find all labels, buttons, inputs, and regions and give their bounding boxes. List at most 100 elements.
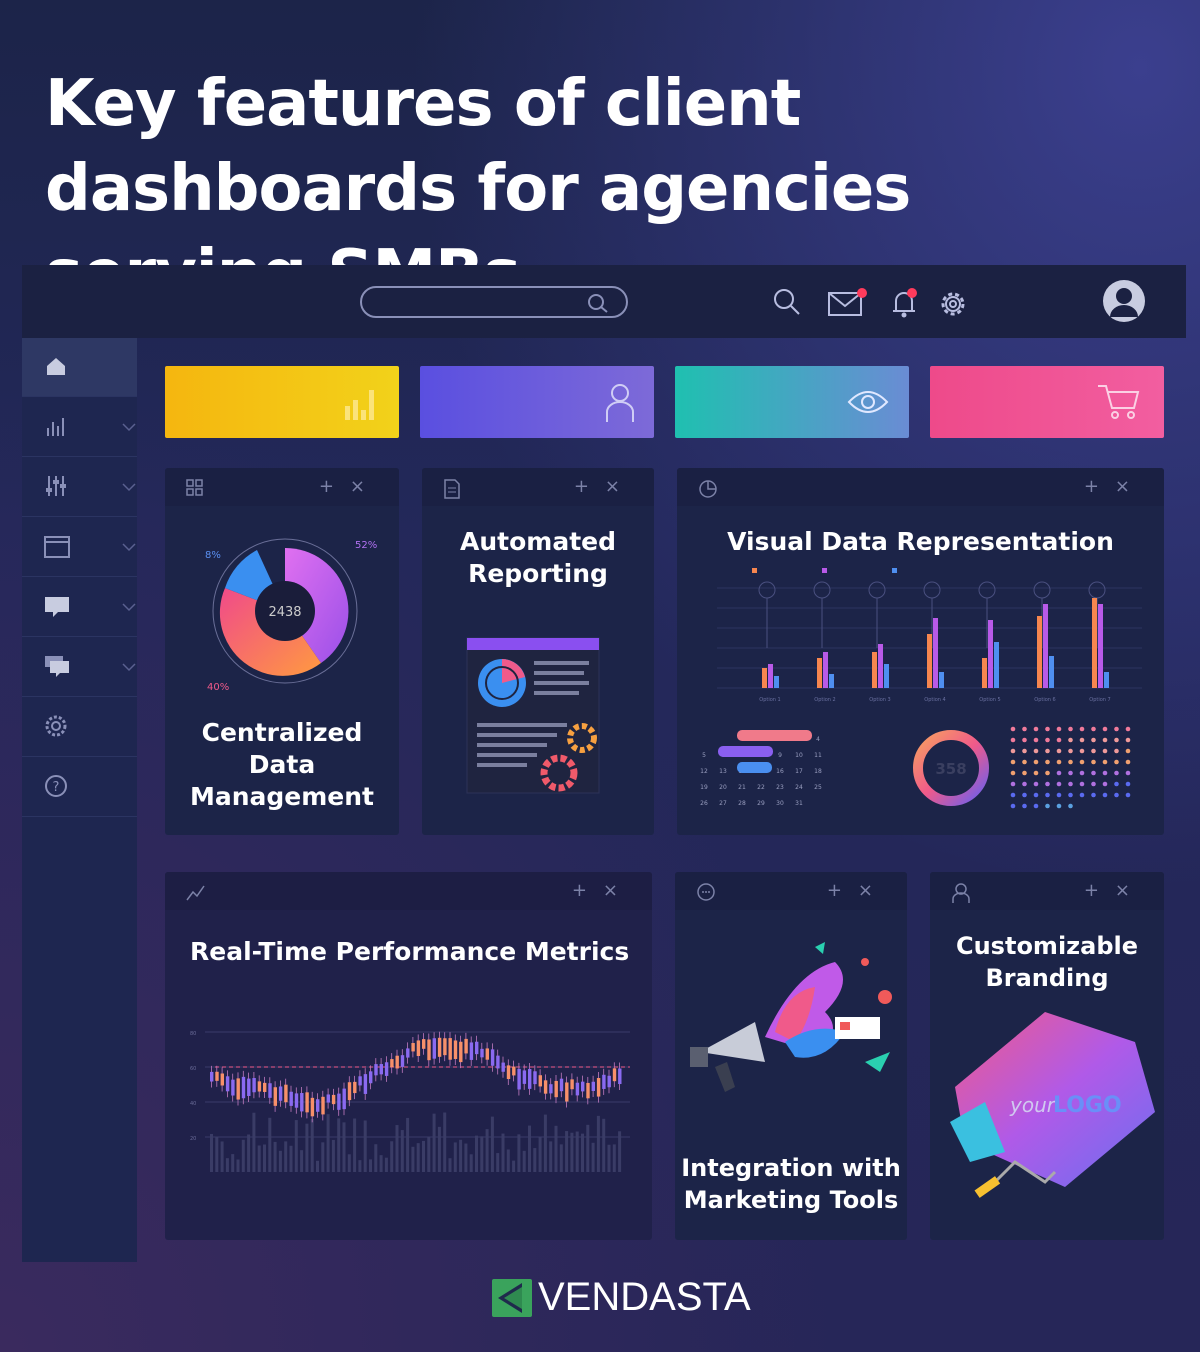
candle <box>480 1048 484 1058</box>
volume-bar <box>533 1148 537 1172</box>
sidebar: ? <box>22 338 137 1262</box>
sidebar-item-home[interactable] <box>22 338 137 397</box>
volume-bar <box>353 1118 357 1172</box>
candle <box>475 1041 479 1055</box>
dot <box>1079 770 1085 776</box>
panel-controls[interactable]: +× <box>1083 880 1146 901</box>
panel-controls[interactable]: +× <box>826 880 889 901</box>
panel-controls[interactable]: +× <box>571 880 634 901</box>
sidebar-item-settings[interactable] <box>22 698 137 757</box>
candle <box>490 1049 495 1066</box>
candle <box>347 1082 352 1101</box>
bar <box>884 664 889 688</box>
candle <box>549 1084 553 1094</box>
candle <box>215 1071 219 1081</box>
gear-icon[interactable] <box>938 289 968 319</box>
bell-icon[interactable] <box>890 287 920 319</box>
dot <box>1114 759 1119 765</box>
volume-bar <box>411 1146 415 1172</box>
candle <box>501 1062 505 1072</box>
search-input[interactable] <box>360 286 628 318</box>
bar-marker <box>978 581 996 599</box>
panel-controls[interactable]: +× <box>318 476 381 497</box>
candle <box>416 1040 421 1057</box>
bar-category-label: Option 5 <box>979 697 1000 703</box>
candle <box>506 1065 511 1080</box>
volume-bar <box>400 1130 404 1172</box>
candle <box>570 1079 574 1090</box>
sidebar-item-bar-chart[interactable] <box>22 398 137 457</box>
volume-bar <box>231 1154 235 1172</box>
candle <box>607 1075 611 1088</box>
panel-branding: +× Customizable Branding your LOGO <box>930 872 1164 1240</box>
panel-controls[interactable]: +× <box>573 476 636 497</box>
candle <box>241 1076 246 1099</box>
stat-card-pink[interactable] <box>930 366 1164 438</box>
mail-icon[interactable] <box>827 287 869 317</box>
volume-bar <box>241 1139 245 1172</box>
dot <box>1068 726 1073 732</box>
volume-bar <box>602 1118 606 1172</box>
sidebar-item-help[interactable]: ? <box>22 758 137 817</box>
volume-bar <box>437 1126 441 1172</box>
bar <box>982 658 987 688</box>
search-icon[interactable] <box>772 287 802 317</box>
sidebar-item-chat[interactable] <box>22 578 137 637</box>
volume-bar <box>543 1114 547 1172</box>
candle <box>543 1080 548 1094</box>
stat-card-yellow[interactable] <box>165 366 399 438</box>
search-icon <box>588 294 608 313</box>
volume-bar <box>236 1159 240 1172</box>
donut-segment <box>285 547 349 663</box>
volume-bar <box>596 1115 600 1172</box>
volume-bar <box>501 1133 505 1172</box>
dot <box>1125 781 1131 787</box>
panel-controls[interactable]: +× <box>1083 476 1146 497</box>
calendar-day: 21 <box>738 784 746 791</box>
dot <box>1010 770 1016 776</box>
candle <box>522 1070 527 1084</box>
bar-chart-icon <box>345 390 374 420</box>
y-tick-label: 40 <box>190 1101 196 1107</box>
dot <box>1056 792 1062 798</box>
avatar[interactable] <box>1102 279 1146 323</box>
volume-bar <box>337 1118 341 1172</box>
bar-marker <box>813 581 831 599</box>
sidebar-item-chats[interactable] <box>22 638 137 697</box>
dot <box>1068 781 1073 787</box>
candle <box>305 1092 309 1113</box>
volume-bar <box>549 1141 553 1172</box>
dot <box>1114 781 1119 787</box>
candle <box>427 1039 431 1061</box>
candle <box>331 1094 336 1105</box>
bar <box>829 674 834 688</box>
candle <box>406 1048 410 1058</box>
dot <box>1033 737 1039 743</box>
panel-title: Integration with Marketing Tools <box>681 1154 901 1214</box>
volume-bar <box>485 1129 489 1172</box>
user-icon <box>606 384 634 422</box>
dot <box>1125 792 1131 798</box>
volume-bar <box>342 1122 346 1172</box>
stat-card-purple[interactable] <box>420 366 654 438</box>
volume-bar <box>284 1141 288 1172</box>
bar-marker <box>1088 581 1106 599</box>
bar-category-label: Option 2 <box>814 697 835 703</box>
calendar-range <box>718 746 773 757</box>
dot <box>1033 792 1039 798</box>
sidebar-item-sliders[interactable] <box>22 458 137 517</box>
volume-bar <box>453 1142 457 1172</box>
grid-icon <box>186 479 203 496</box>
dot <box>1068 792 1073 798</box>
candlestick-chart: 80 60 40 20 <box>190 1031 630 1172</box>
dot <box>1091 748 1096 754</box>
dot <box>1010 781 1016 787</box>
panel-realtime-metrics: +× Real-Time Performance Metrics 80 60 40 2… <box>165 872 652 1240</box>
sidebar-item-window[interactable] <box>22 518 137 577</box>
volume-bar <box>480 1136 484 1172</box>
document-icon <box>444 479 460 499</box>
dot <box>1033 770 1039 776</box>
stat-card-teal[interactable] <box>675 366 909 438</box>
candle <box>586 1082 590 1099</box>
calendar-day: 26 <box>700 800 708 807</box>
